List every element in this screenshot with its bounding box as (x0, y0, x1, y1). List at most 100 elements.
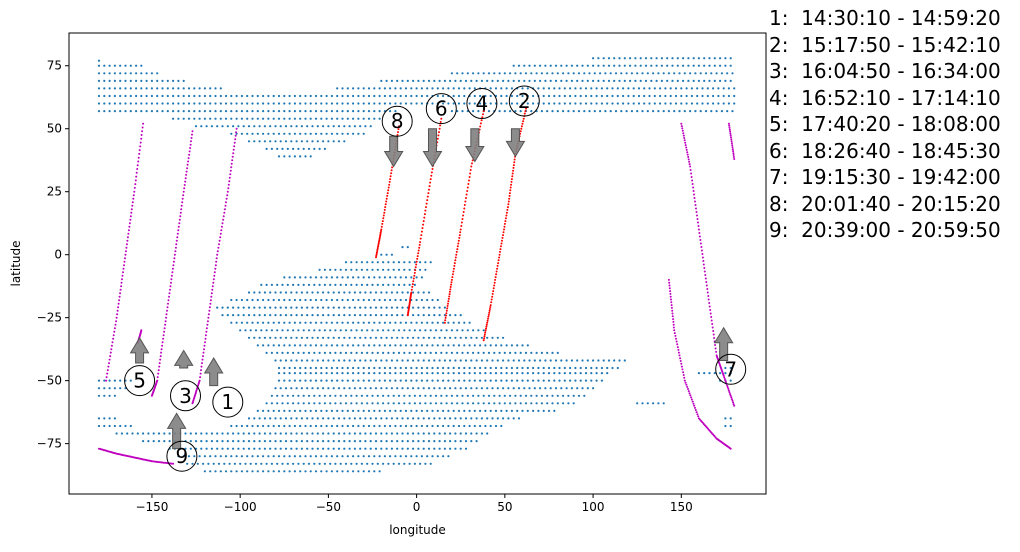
land-point (627, 87, 630, 90)
land-point (364, 291, 367, 294)
land-point (459, 314, 462, 317)
land-point (140, 110, 143, 113)
land-point (560, 79, 563, 82)
land-point (523, 359, 526, 362)
land-point (374, 291, 378, 294)
land-point (124, 64, 127, 67)
track-point (440, 117, 443, 120)
land-point (230, 94, 233, 98)
land-point (309, 102, 312, 105)
track-point (375, 256, 377, 259)
land-point (240, 455, 243, 458)
track-point (731, 399, 734, 402)
land-point (609, 110, 612, 113)
land-point (606, 87, 609, 90)
land-point (584, 102, 588, 105)
land-point (369, 291, 372, 294)
land-point (378, 298, 381, 302)
land-point (563, 94, 566, 98)
track-point (728, 124, 731, 127)
land-point (505, 366, 508, 370)
land-point (344, 283, 348, 286)
land-point (284, 291, 288, 294)
land-point (503, 351, 506, 354)
land-point (373, 379, 376, 382)
track-point (692, 186, 695, 189)
land-point (533, 64, 536, 67)
track-point (116, 313, 119, 316)
land-point (666, 79, 669, 82)
land-point (281, 394, 284, 397)
land-point (676, 79, 679, 82)
land-point (332, 291, 335, 294)
land-point (320, 132, 323, 135)
land-point (468, 409, 471, 412)
land-point (150, 94, 153, 98)
track-point (459, 231, 462, 234)
land-point (703, 79, 706, 82)
land-point (521, 372, 524, 375)
land-point (246, 470, 249, 473)
track-point (119, 292, 122, 295)
land-point (383, 87, 386, 90)
track-point (123, 264, 125, 267)
land-point (542, 94, 545, 98)
track-point (183, 187, 186, 190)
land-point (369, 387, 372, 390)
land-point (330, 321, 333, 324)
land-point (332, 125, 335, 128)
land-point (226, 440, 229, 443)
track-point (447, 302, 449, 305)
land-point (240, 110, 243, 113)
land-point (235, 470, 238, 473)
land-point (401, 387, 404, 390)
land-point (357, 117, 360, 120)
land-point (473, 344, 476, 347)
land-point (260, 329, 263, 332)
land-point (270, 351, 273, 354)
track-point (732, 401, 735, 404)
land-point (279, 447, 282, 450)
land-point (724, 372, 727, 375)
land-point (288, 94, 291, 98)
track-point (449, 288, 452, 291)
land-point (505, 102, 508, 105)
track-point (170, 278, 173, 281)
track-point (387, 189, 390, 192)
land-point (438, 387, 441, 390)
land-point (325, 276, 328, 279)
land-point (274, 140, 277, 143)
land-point (352, 132, 355, 135)
land-point (426, 366, 429, 370)
land-point (346, 470, 349, 473)
land-point (464, 359, 468, 362)
land-point (348, 336, 351, 339)
land-point (279, 140, 282, 143)
land-point (419, 462, 422, 465)
land-point (322, 447, 325, 450)
land-point (304, 276, 307, 279)
land-point (650, 64, 653, 67)
land-point (283, 155, 286, 158)
land-point (320, 455, 323, 458)
land-point (659, 102, 662, 105)
land-point (352, 379, 355, 382)
land-point (306, 125, 309, 128)
land-point (537, 379, 540, 382)
track-point (505, 214, 508, 217)
land-point (489, 379, 492, 382)
land-point (246, 110, 249, 113)
land-point (226, 125, 229, 128)
land-point (355, 402, 358, 405)
land-point (595, 379, 598, 382)
land-point (373, 366, 376, 370)
land-point (359, 432, 362, 435)
land-point (569, 102, 572, 105)
land-point (447, 409, 450, 412)
track-point (119, 288, 122, 291)
track-point (670, 301, 673, 304)
track-point (381, 222, 384, 225)
land-point (325, 455, 328, 458)
land-point (489, 87, 492, 90)
land-point (357, 409, 360, 412)
